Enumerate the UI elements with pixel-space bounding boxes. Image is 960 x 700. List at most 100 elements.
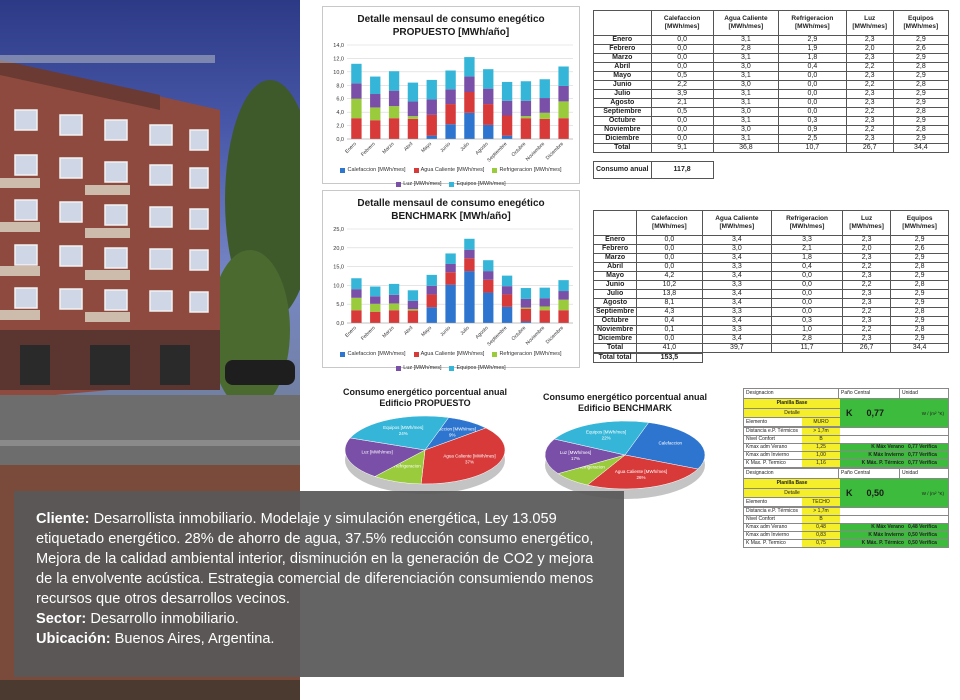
bar-segment [501, 286, 513, 295]
bar-segment [539, 112, 550, 119]
bar-segment [407, 310, 419, 323]
table-cell: 9,1 [650, 143, 714, 153]
bar-segment [407, 309, 419, 311]
pie-benchmark-title: Consumo energético porcentual anual Edif… [530, 392, 720, 414]
bar-segment [539, 306, 550, 311]
planilla-elemento-value: MURO [802, 418, 840, 426]
table-cell: 34,4 [892, 143, 950, 153]
table-cell: 2,9 [892, 71, 950, 81]
table-cell: 2,8 [892, 125, 950, 135]
planilla-row-check-label: K Máx. P. Térmico [840, 540, 908, 547]
table-row: Junio 2,2 3,0 0,0 2,2 2,8 [593, 80, 950, 90]
legend-swatch [449, 181, 455, 187]
pie-benchmark-title-line1: Consumo energético porcentual anual [542, 392, 708, 402]
bar-segment [351, 63, 362, 84]
table-cell: 2,2 [845, 107, 894, 117]
table-row: Enero 0,0 3,4 3,3 2,3 2,9 [592, 235, 949, 245]
planilla-row-label: Distancia e.P. Térmicos [746, 508, 799, 514]
table-cell: 2,2 [845, 80, 894, 90]
table-cell: 0,0 [771, 307, 843, 317]
row-label: Julio [592, 289, 638, 299]
row-label: Mayo [593, 71, 652, 81]
table-row: Total 41,0 39,7 11,7 26,7 34,4 [592, 343, 949, 353]
table-cell: 1,8 [771, 253, 843, 263]
table-spacer-row [594, 153, 949, 162]
table-cell: 3,4 [701, 298, 773, 308]
table-row: Noviembre 0,1 3,3 1,0 2,2 2,8 [592, 325, 949, 335]
empty-cell [713, 162, 948, 179]
table-cell: 2,9 [892, 98, 950, 108]
pie-slice-label: Agua Caliente [MWh/mes] [443, 453, 495, 458]
legend-swatch [396, 365, 402, 371]
ubicacion-label: Ubicación: [36, 631, 111, 647]
x-tick-label: Enero [344, 141, 358, 155]
table-cell: 2,9 [892, 89, 950, 99]
bar-segment [501, 115, 513, 136]
row-label: Marzo [593, 53, 652, 63]
table-cell: 2,3 [841, 289, 892, 299]
row-label: Junio [593, 80, 652, 90]
table-cell: 0,0 [771, 298, 843, 308]
table-cell: 36,8 [712, 143, 780, 153]
bar-segment [483, 124, 494, 139]
row-label: Febrero [593, 44, 652, 54]
table-cell: 10,2 [636, 280, 703, 290]
bar-segment [407, 290, 419, 301]
planilla-row-value: > 1,7m [802, 428, 840, 435]
table-cell: 2,5 [778, 134, 847, 144]
table-row: Noviembre 0,0 3,0 0,9 2,2 2,8 [593, 125, 950, 135]
table-row: Febrero 0,0 3,0 2,1 2,0 2,6 [592, 244, 949, 254]
table-header-cell: Equipos [MWh/mes] [892, 10, 950, 36]
legend-label: Calefaccion [MWh/mes] [347, 167, 406, 173]
legend-swatch [340, 351, 346, 357]
planilla-elemento-row: Elemento TECHO [744, 498, 840, 507]
planilla-unidad: Unidad [902, 470, 918, 476]
table-cell: 10,7 [778, 143, 847, 153]
row-label: Mayo [592, 271, 638, 281]
planilla-row-label: Distancia e.P. Térmicos [746, 428, 799, 434]
legend-swatch [492, 167, 498, 173]
planilla-row: Kmax adm Invierno 1,00 K Máx Invierno 0,77 … [743, 452, 949, 460]
bar-segment [520, 308, 532, 322]
table-cell: 2,3 [845, 53, 894, 63]
bar-segment [388, 106, 400, 119]
chart-propuesto-legend: Calefaccion [MWh/mes] Agua Caliente [MWh/… [327, 167, 575, 187]
planilla-row-check-value [908, 508, 948, 515]
planilla-k-panel: K 0,50 W / (m² °K) [840, 479, 948, 507]
bar-segment [388, 294, 400, 304]
bar-segment [520, 321, 532, 323]
chart-benchmark-title: Detalle mensaul de consumo enegético BEN… [323, 197, 579, 223]
bar-segment [388, 71, 400, 91]
y-tick-label: 14,0 [333, 43, 344, 49]
bar-segment [464, 271, 475, 323]
pie-slice-percent: 24% [399, 431, 408, 436]
y-tick-label: 8,0 [336, 83, 344, 89]
table-cell: 3,1 [712, 134, 780, 144]
pie-slice [420, 427, 506, 485]
planilla-row-label: K Max. P. Termico [746, 460, 786, 466]
legend-label: Calefaccion [MWh/mes] [347, 351, 406, 357]
bar-segment [520, 116, 532, 119]
row-label: Noviembre [592, 325, 638, 335]
planilla-row-check-value: 0,77 Verifica [908, 452, 948, 459]
planilla-header: Designacion Paño Central Unidad [743, 388, 949, 399]
bar-segment [407, 300, 419, 310]
pie-propuesto-title: Consumo energético porcentual anual Edif… [330, 387, 520, 409]
planilla-detalle: Detalle [744, 489, 840, 498]
planilla-muro: Designacion Paño Central Unidad Planilla Ba… [743, 388, 949, 468]
table-cell: 2,0 [845, 44, 894, 54]
bar-segment [445, 104, 456, 125]
planilla-row-check-value [908, 428, 948, 435]
table-cell: 39,7 [701, 343, 773, 353]
legend-item: Luz [MWh/mes] [396, 365, 441, 371]
bar-segment [558, 85, 569, 102]
pie-propuesto: Consumo energético porcentual anual Edif… [330, 385, 520, 500]
table-cell: 1,9 [778, 44, 847, 54]
x-tick-label: Septiembre [486, 325, 508, 347]
cliente-paragraph: Cliente: Desarrollista inmobiliario. Mod… [36, 509, 602, 609]
planilla-title: Planilla Base [744, 399, 840, 409]
table-cell: 0,0 [650, 44, 714, 54]
planilla-k-label: K [846, 408, 853, 418]
planilla-k-panel: K 0,77 W / (m² °K) [840, 399, 948, 427]
table-header-cell [593, 10, 652, 36]
